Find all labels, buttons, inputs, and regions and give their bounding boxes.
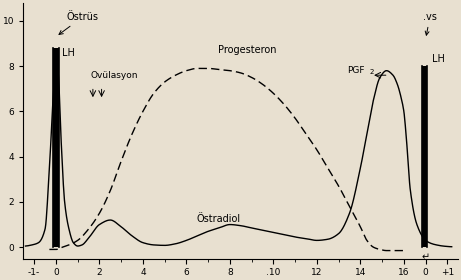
Text: 2: 2 (369, 69, 373, 75)
Text: LH: LH (62, 48, 75, 58)
Text: PGF: PGF (347, 66, 365, 75)
Text: Östrüs: Östrüs (59, 12, 99, 34)
Text: LH: LH (432, 54, 445, 64)
Text: ↵: ↵ (421, 252, 430, 262)
Text: .vs: .vs (423, 12, 437, 35)
Text: Progesteron: Progesteron (218, 45, 277, 55)
Text: Ovülasyon: Ovülasyon (91, 71, 138, 80)
Text: Östradiol: Östradiol (197, 214, 241, 224)
